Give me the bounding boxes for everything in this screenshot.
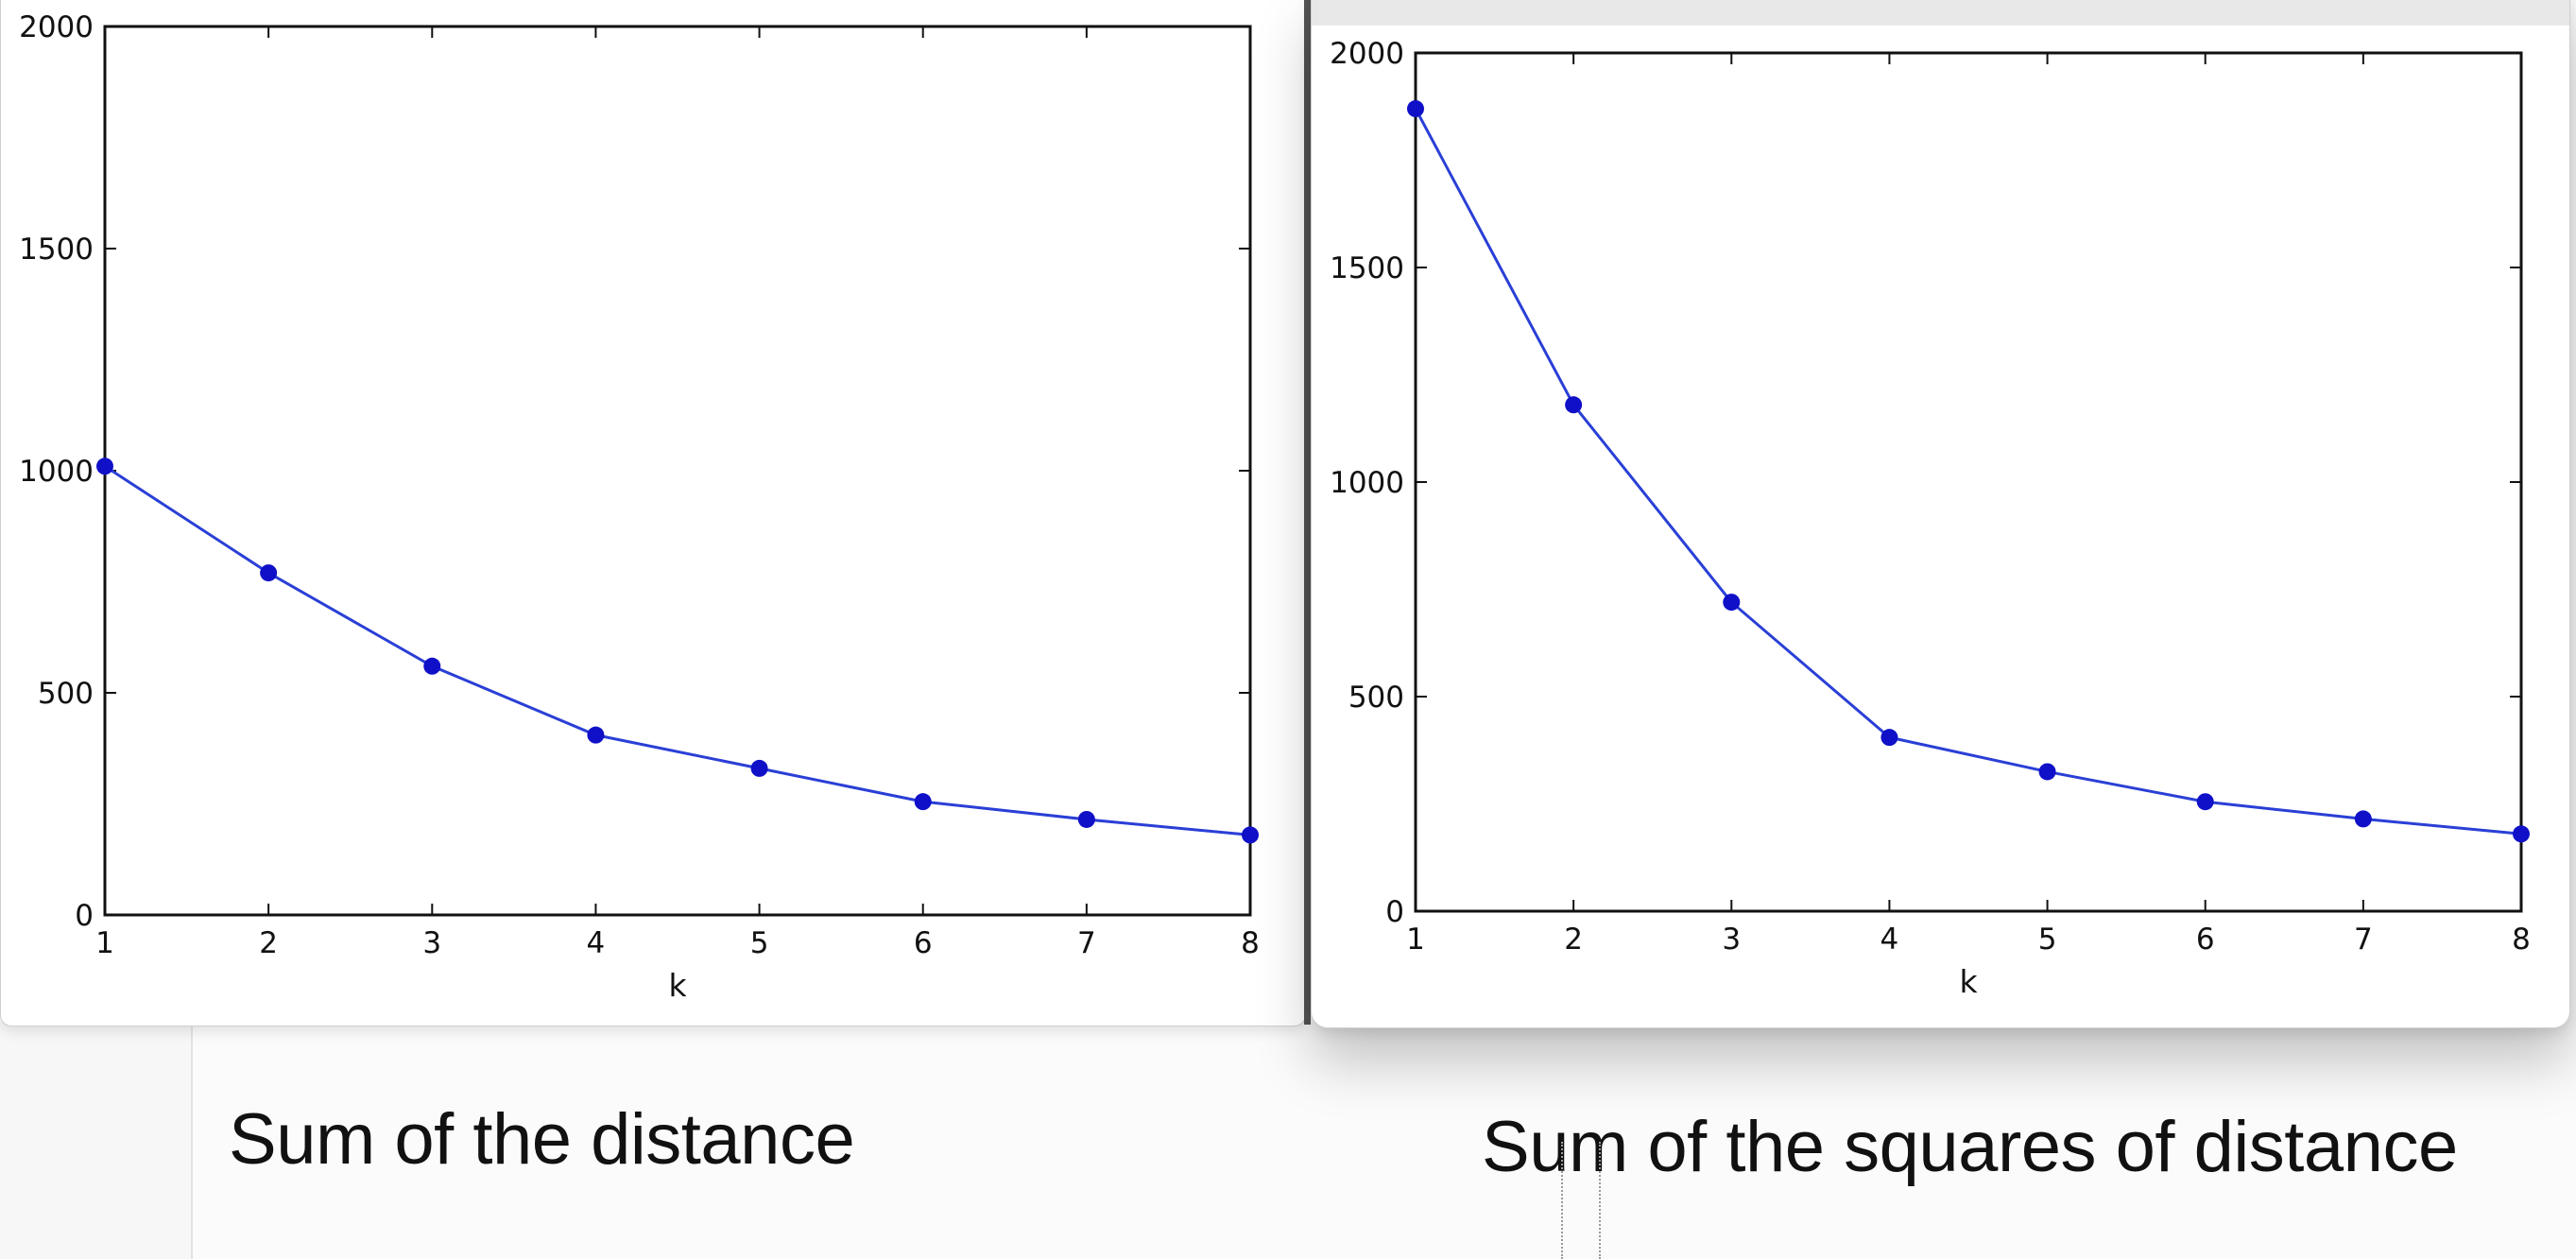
left-xtick-label: 3 [422,926,441,960]
background-panel [0,1021,193,1259]
right-xtick-label: 7 [2354,923,2373,957]
right-data-point [1407,100,1424,118]
left-xaxis-label: k [668,967,687,1004]
right-xtick-label: 3 [1722,923,1741,957]
left-xtick-label: 8 [1241,926,1260,960]
right-data-point [1880,729,1898,747]
right-series-line [1414,108,2522,836]
right-ytick-label: 2000 [1330,37,1404,71]
right-plot-frame [1414,51,2523,913]
right-xtick-label: 6 [2196,923,2215,957]
right-xtick-label: 5 [2038,923,2057,957]
left-xtick-label: 1 [95,926,114,960]
left-data-point [96,457,113,475]
left-ytick-label: 1500 [19,233,94,267]
right-data-point [1723,594,1741,612]
left-xtick-label: 7 [1077,926,1096,960]
left-data-point [750,759,768,777]
left-line-chart: 1 2 3 4 5 6 7 8 0 500 1000 1500 2000 k [19,10,1260,1004]
left-ytick-label: 0 [75,899,94,933]
right-data-point [2354,810,2372,828]
right-ytick-label: 500 [1348,681,1404,715]
left-plot-window[interactable]: 1 2 3 4 5 6 7 8 0 500 1000 1500 2000 k [0,0,1306,1026]
right-line-chart: 1 2 3 4 5 6 7 8 0 500 1000 1500 2000 k [1330,37,2531,1000]
left-series-line [104,465,1251,836]
right-data-point [2038,763,2056,781]
caption-sum-squares-distance: Sum of the squares of distance [1482,1107,2458,1187]
right-ytick-label: 0 [1385,895,1404,929]
left-ytick-label: 1000 [19,455,94,489]
right-ytick-label: 1500 [1330,251,1404,285]
left-xtick-label: 4 [587,926,606,960]
left-xtick-label: 2 [259,926,278,960]
left-data-point [1077,810,1095,828]
right-xtick-label: 2 [1564,923,1583,957]
right-data-point [2513,825,2530,843]
left-data-point [914,793,932,811]
right-xaxis-label: k [1959,963,1978,1000]
right-plot-window[interactable]: 1 2 3 4 5 6 7 8 0 500 1000 1500 2000 k [1311,0,2570,1028]
right-xtick-label: 1 [1406,923,1425,957]
left-data-point [1242,826,1259,844]
window-titlebar[interactable] [1312,0,2569,26]
right-data-point [2196,793,2214,811]
left-ytick-label: 2000 [19,10,94,44]
left-xtick-label: 5 [750,926,769,960]
window-divider [1304,0,1311,1025]
right-ytick-label: 1000 [1330,466,1404,500]
right-xtick-label: 8 [2512,923,2531,957]
left-ytick-label: 500 [38,677,94,711]
right-data-point [1565,396,1583,414]
left-data-point [423,657,441,675]
left-data-point [260,564,278,582]
left-plot-frame [103,25,1252,917]
right-xtick-label: 4 [1880,923,1899,957]
text-cursor-guide [1561,1142,1601,1259]
left-data-point [587,726,605,744]
left-xtick-label: 6 [914,926,933,960]
caption-sum-distance: Sum of the distance [229,1099,855,1180]
